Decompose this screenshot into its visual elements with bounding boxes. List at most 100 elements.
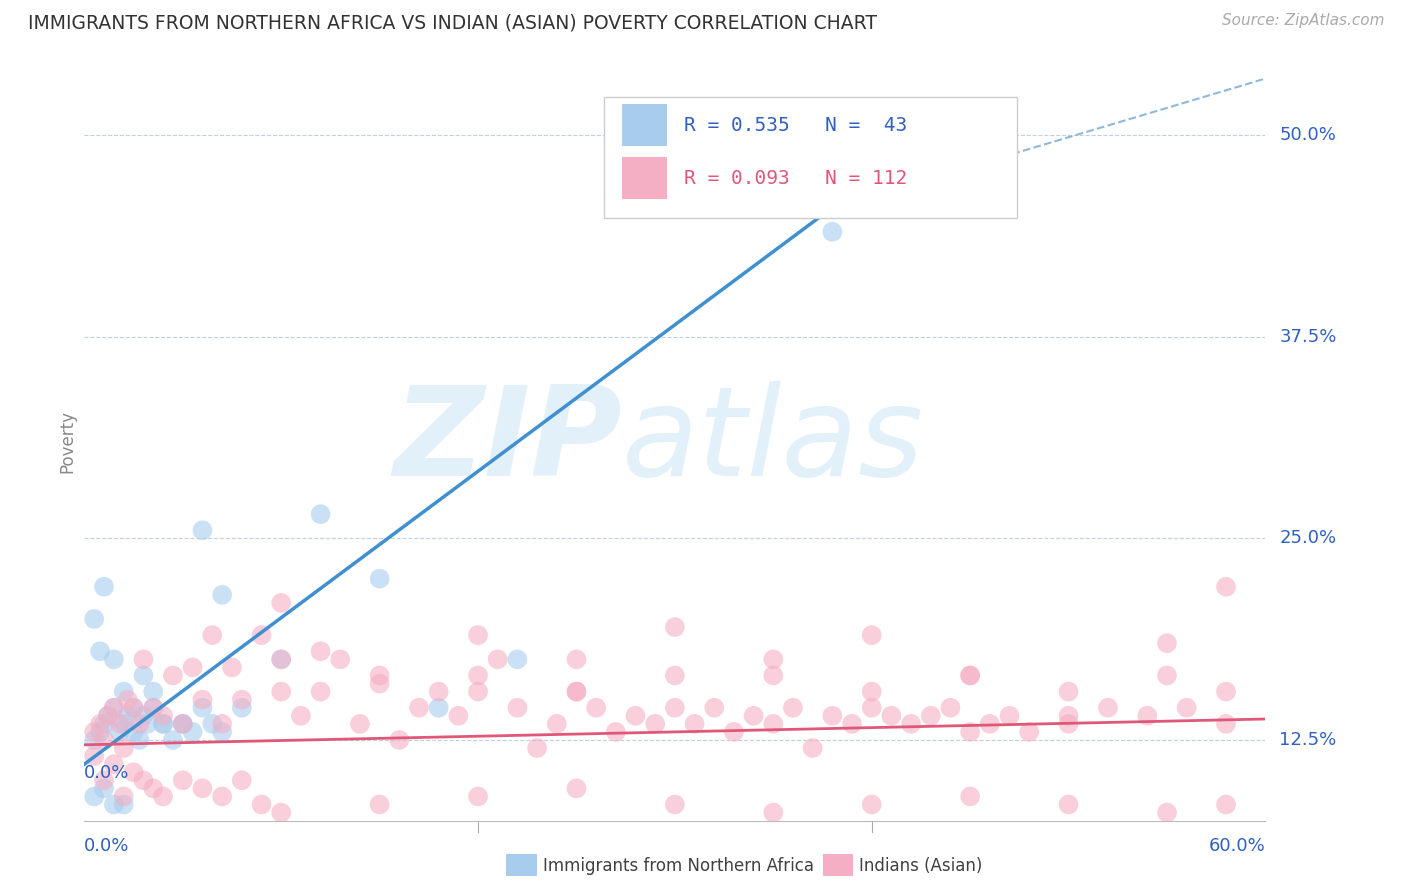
- Point: [211, 588, 233, 602]
- Point: [1136, 708, 1159, 723]
- Text: ZIP: ZIP: [394, 381, 621, 502]
- Point: [1018, 725, 1040, 739]
- Point: [132, 652, 155, 666]
- Point: [211, 716, 233, 731]
- Point: [329, 652, 352, 666]
- Point: [181, 660, 204, 674]
- Point: [191, 523, 214, 537]
- Point: [506, 700, 529, 714]
- Point: [172, 773, 194, 788]
- Point: [103, 797, 125, 812]
- Point: [368, 572, 391, 586]
- Point: [408, 700, 430, 714]
- Point: [368, 797, 391, 812]
- Point: [136, 716, 159, 731]
- Point: [122, 725, 145, 739]
- Text: 12.5%: 12.5%: [1279, 731, 1337, 749]
- Point: [309, 644, 332, 658]
- Point: [585, 700, 607, 714]
- Point: [309, 684, 332, 698]
- Point: [231, 700, 253, 714]
- Point: [112, 797, 135, 812]
- Point: [221, 660, 243, 674]
- Text: Source: ZipAtlas.com: Source: ZipAtlas.com: [1222, 13, 1385, 29]
- Point: [821, 708, 844, 723]
- Point: [201, 716, 224, 731]
- Point: [142, 684, 165, 698]
- Point: [860, 797, 883, 812]
- Point: [1156, 668, 1178, 682]
- Point: [152, 708, 174, 723]
- Point: [132, 668, 155, 682]
- Point: [742, 708, 765, 723]
- Point: [920, 708, 942, 723]
- Point: [172, 716, 194, 731]
- Point: [683, 716, 706, 731]
- Point: [1057, 797, 1080, 812]
- Point: [152, 716, 174, 731]
- Point: [142, 700, 165, 714]
- Point: [1215, 580, 1237, 594]
- Point: [152, 789, 174, 804]
- FancyBboxPatch shape: [605, 96, 1018, 218]
- Point: [191, 692, 214, 706]
- Point: [821, 225, 844, 239]
- Point: [89, 716, 111, 731]
- Point: [762, 652, 785, 666]
- Point: [122, 700, 145, 714]
- Point: [467, 668, 489, 682]
- Point: [762, 668, 785, 682]
- Point: [664, 797, 686, 812]
- Point: [191, 700, 214, 714]
- Point: [270, 652, 292, 666]
- Text: IMMIGRANTS FROM NORTHERN AFRICA VS INDIAN (ASIAN) POVERTY CORRELATION CHART: IMMIGRANTS FROM NORTHERN AFRICA VS INDIA…: [28, 13, 877, 32]
- Point: [108, 725, 131, 739]
- Point: [270, 805, 292, 820]
- Point: [83, 749, 105, 764]
- Point: [142, 781, 165, 796]
- Point: [201, 628, 224, 642]
- Point: [427, 700, 450, 714]
- Point: [979, 716, 1001, 731]
- Point: [486, 652, 509, 666]
- Point: [128, 733, 150, 747]
- Point: [467, 789, 489, 804]
- Point: [467, 628, 489, 642]
- Point: [644, 716, 666, 731]
- Point: [664, 700, 686, 714]
- Point: [506, 652, 529, 666]
- Point: [103, 700, 125, 714]
- Point: [1097, 700, 1119, 714]
- Text: atlas: atlas: [621, 381, 924, 502]
- Point: [122, 700, 145, 714]
- Point: [290, 708, 312, 723]
- Point: [565, 684, 588, 698]
- Text: 60.0%: 60.0%: [1209, 838, 1265, 855]
- Point: [152, 716, 174, 731]
- Point: [939, 700, 962, 714]
- Point: [959, 789, 981, 804]
- Point: [103, 652, 125, 666]
- Text: Immigrants from Northern Africa: Immigrants from Northern Africa: [543, 857, 814, 875]
- Point: [89, 644, 111, 658]
- Point: [565, 684, 588, 698]
- Text: Indians (Asian): Indians (Asian): [859, 857, 983, 875]
- Point: [860, 628, 883, 642]
- Point: [93, 716, 115, 731]
- Point: [1215, 797, 1237, 812]
- Point: [122, 765, 145, 780]
- Point: [1156, 636, 1178, 650]
- Point: [250, 628, 273, 642]
- Point: [172, 716, 194, 731]
- FancyBboxPatch shape: [621, 157, 666, 199]
- Point: [93, 773, 115, 788]
- Point: [93, 580, 115, 594]
- Point: [89, 725, 111, 739]
- Point: [546, 716, 568, 731]
- Point: [231, 773, 253, 788]
- Point: [1215, 716, 1237, 731]
- Text: 37.5%: 37.5%: [1279, 327, 1337, 346]
- FancyBboxPatch shape: [621, 104, 666, 145]
- Point: [1057, 708, 1080, 723]
- Point: [368, 676, 391, 690]
